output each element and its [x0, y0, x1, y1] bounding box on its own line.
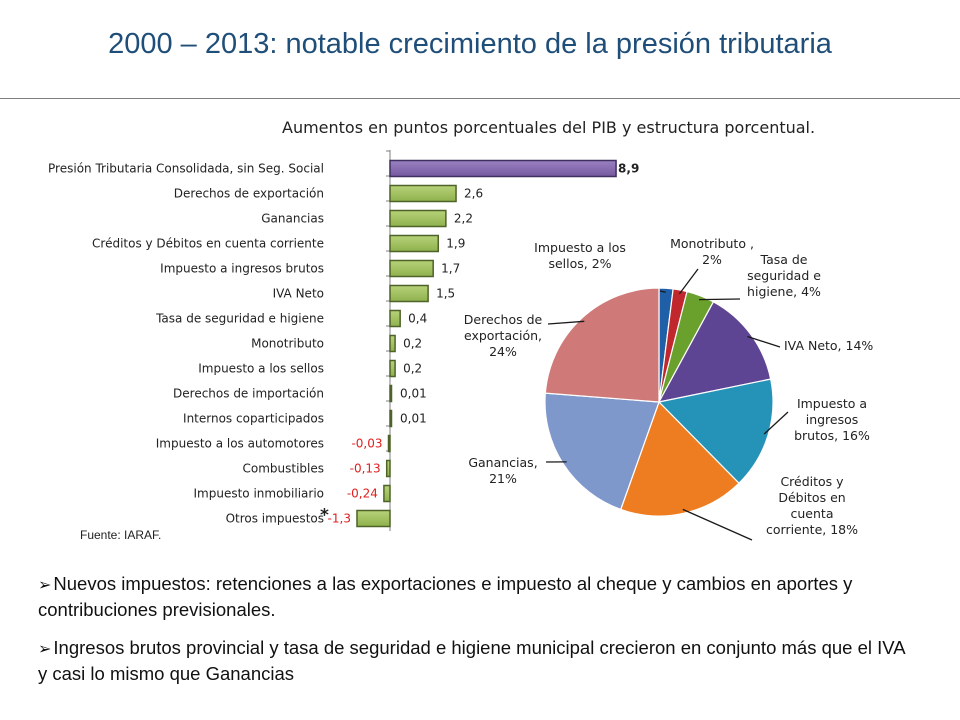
pie-slice	[657, 301, 772, 403]
pie-chart	[544, 287, 774, 517]
pie-label: Monotributo , 2%	[670, 236, 754, 267]
leader-line	[678, 268, 699, 295]
slide-title: 2000 – 2013: notable crecimiento de la p…	[108, 28, 832, 60]
leader-line	[682, 508, 753, 541]
value-label: 0,01	[400, 412, 427, 426]
category-label: Impuesto inmobiliario	[194, 487, 325, 501]
category-label: Monotributo	[251, 337, 324, 351]
asterisk-note: *	[320, 506, 329, 526]
value-label: 0,2	[403, 362, 422, 376]
bar	[389, 309, 401, 328]
value-label: 1,5	[436, 287, 455, 301]
bar	[389, 384, 393, 403]
value-label: -0,03	[351, 437, 382, 451]
category-label: IVA Neto	[273, 287, 324, 301]
category-label: Impuesto a los sellos	[198, 362, 324, 376]
title-divider	[0, 98, 960, 99]
bar	[356, 509, 391, 528]
bar	[389, 234, 440, 253]
bar	[389, 409, 393, 428]
pie-label: Ganancias, 21%	[468, 455, 537, 486]
chart-area: Presión Tributaria Consolidada, sin Seg.…	[48, 150, 873, 541]
bullet-text: Nuevos impuestos: retenciones a las expo…	[38, 573, 853, 620]
pie-slice	[619, 400, 740, 517]
bar	[389, 334, 396, 353]
category-label: Combustibles	[242, 462, 324, 476]
pie-label: Impuesto a ingresos brutos, 16%	[794, 396, 870, 443]
bullet-item: ➢ Nuevos impuestos: retenciones a las exp…	[38, 572, 918, 622]
value-label: 2,6	[464, 187, 483, 201]
bar-chart: Presión Tributaria Consolidada, sin Seg.…	[48, 150, 639, 531]
bar	[383, 484, 391, 503]
category-label: Tasa de seguridad e higiene	[155, 312, 324, 326]
pie-slice	[544, 392, 660, 511]
category-label: Presión Tributaria Consolidada, sin Seg.…	[48, 162, 324, 176]
bar	[389, 159, 617, 178]
value-label: -1,3	[328, 512, 351, 526]
value-label: 2,2	[454, 212, 473, 226]
leader-line	[547, 320, 585, 325]
pie-label: Impuesto a los sellos, 2%	[534, 240, 626, 271]
value-label: 1,9	[446, 237, 465, 251]
bar	[385, 459, 391, 478]
bar	[389, 359, 396, 378]
category-label: Impuesto a ingresos brutos	[160, 262, 324, 276]
value-label: 0,4	[408, 312, 427, 326]
pie-label: Derechos de exportación, 24%	[464, 312, 543, 359]
pie-slice	[657, 378, 774, 485]
bar	[389, 184, 457, 203]
leader-line	[763, 411, 789, 435]
pie-labels: Impuesto a los sellos, 2% Monotributo , 2% T…	[464, 236, 873, 541]
bar	[389, 209, 447, 228]
leader-line	[747, 335, 781, 348]
category-label: Derechos de importación	[173, 387, 324, 401]
value-label: 0,2	[403, 337, 422, 351]
bullet-list: ➢ Nuevos impuestos: retenciones a las exp…	[38, 572, 918, 700]
category-label: Impuesto a los automotores	[156, 437, 324, 451]
category-label: Derechos de exportación	[174, 187, 324, 201]
bar	[389, 284, 429, 303]
source-note: Fuente: IARAF.	[80, 528, 162, 542]
value-label: 8,9	[618, 162, 639, 176]
category-label: Internos coparticipados	[183, 412, 324, 426]
bullet-item: ➢ Ingresos brutos provincial y tasa de se…	[38, 636, 918, 686]
bar	[389, 259, 434, 278]
category-label: Ganancias	[261, 212, 324, 226]
bullet-text: Ingresos brutos provincial y tasa de seg…	[38, 637, 905, 684]
leader-line	[699, 298, 741, 301]
pie-label: IVA Neto, 14%	[784, 338, 873, 353]
value-label: 0,01	[400, 387, 427, 401]
value-label: -0,13	[350, 462, 381, 476]
value-label: 1,7	[441, 262, 460, 276]
bar	[387, 434, 391, 453]
value-label: -0,24	[347, 487, 378, 501]
pie-slice	[544, 287, 660, 403]
pie-label: Créditos y Débitos en cuenta corriente, 18%	[766, 474, 858, 537]
pie-label: Tasa de seguridad e higiene, 4%	[747, 252, 821, 299]
arrow-bullet-icon: ➢	[38, 577, 52, 594]
leader-line	[659, 290, 666, 293]
arrow-bullet-icon: ➢	[38, 641, 52, 658]
chart-title: Aumentos en puntos porcentuales del PIB …	[282, 118, 816, 137]
category-label: Créditos y Débitos en cuenta corriente	[92, 237, 324, 251]
category-label: Otros impuestos	[226, 512, 324, 526]
